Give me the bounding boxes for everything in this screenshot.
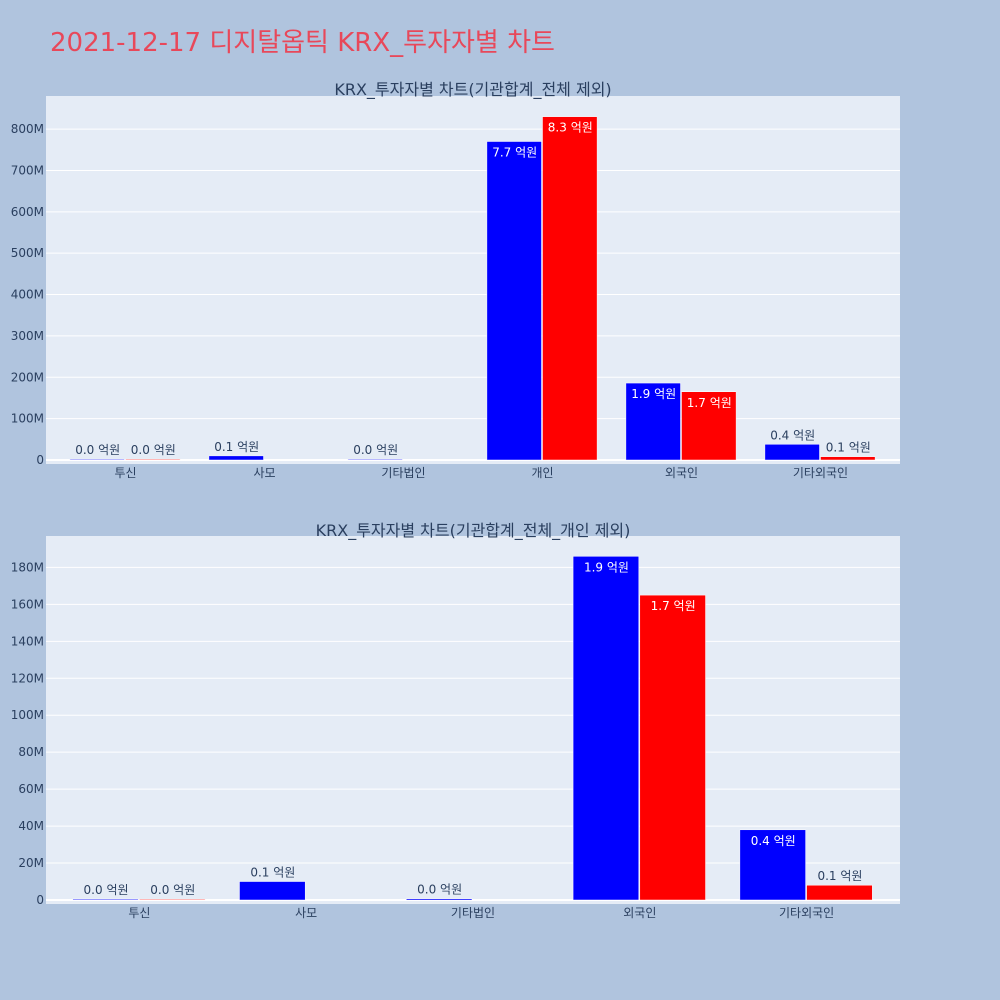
y-tick-label: 60M — [18, 782, 44, 796]
data-label: 1.7 억원 — [651, 599, 696, 613]
plot-area — [46, 96, 900, 464]
data-label: 0.0 억원 — [84, 883, 129, 897]
y-tick-label: 700M — [11, 163, 44, 177]
x-tick-label: 개인 — [531, 466, 553, 480]
y-tick-label: 100M — [11, 708, 44, 722]
bar — [625, 382, 681, 461]
bar — [125, 458, 181, 461]
data-label: 0.1 억원 — [250, 866, 295, 880]
data-label: 0.4 억원 — [770, 428, 815, 442]
bar — [347, 458, 403, 461]
bar — [69, 458, 125, 461]
data-label: 0.0 억원 — [417, 883, 462, 897]
bar — [208, 455, 264, 461]
data-label: 0.0 억원 — [131, 443, 176, 457]
data-label: 0.1 억원 — [826, 441, 871, 455]
x-tick-label: 외국인 — [623, 906, 656, 920]
bar — [639, 594, 706, 901]
chart-institution-individual-excluded: 0 20M 40M 60M 80M 100M 120M 140M 160M 180M KRX_투자자… — [11, 521, 900, 920]
data-label: 0.0 억원 — [353, 443, 398, 457]
chart-institution-excluded: 0 100M 200M 300M 400M 500M 600M 700M 800M KRX_투자자… — [11, 80, 900, 480]
bar — [806, 884, 873, 901]
data-label: 1.7 억원 — [687, 396, 732, 410]
y-tick-label: 20M — [18, 856, 44, 870]
bar — [820, 456, 876, 461]
bar — [72, 898, 139, 901]
x-tick-label: 투신 — [114, 466, 136, 480]
chart-title: KRX_투자자별 차트(기관합계_전체 제외) — [334, 80, 611, 100]
data-label: 7.7 억원 — [492, 146, 537, 160]
y-tick-label: 0 — [36, 893, 44, 907]
bar — [681, 391, 737, 461]
y-tick-label: 0 — [36, 453, 44, 467]
data-label: 0.4 억원 — [751, 834, 796, 848]
y-tick-label: 400M — [11, 288, 44, 302]
y-tick-label: 120M — [11, 671, 44, 685]
chart-title: KRX_투자자별 차트(기관합계_전체_개인 제외) — [316, 521, 631, 541]
bar — [739, 829, 806, 901]
bar — [239, 881, 306, 901]
y-tick-label: 40M — [18, 819, 44, 833]
y-tick-label: 100M — [11, 412, 44, 426]
y-tick-label: 600M — [11, 205, 44, 219]
y-tick-label: 300M — [11, 329, 44, 343]
bar — [486, 141, 542, 461]
bar — [764, 444, 820, 461]
data-label: 1.9 억원 — [631, 387, 676, 401]
data-label: 0.0 억원 — [150, 883, 195, 897]
y-tick-label: 180M — [11, 560, 44, 574]
data-label: 0.1 억원 — [214, 440, 259, 454]
x-tick-label: 기타외국인 — [793, 466, 848, 480]
bar — [572, 556, 640, 901]
y-tick-label: 140M — [11, 634, 44, 648]
y-tick-label: 80M — [18, 745, 44, 759]
bar — [406, 898, 473, 901]
bar — [139, 898, 206, 901]
page-title: 2021-12-17 디지탈옵틱 KRX_투자자별 차트 — [50, 28, 555, 58]
y-tick-label: 200M — [11, 370, 44, 384]
y-tick-label: 160M — [11, 597, 44, 611]
data-label: 8.3 억원 — [548, 121, 593, 135]
x-tick-label: 기타법인 — [451, 906, 495, 920]
data-label: 1.9 억원 — [584, 560, 629, 574]
x-tick-label: 사모 — [253, 466, 275, 480]
x-tick-label: 사모 — [295, 906, 317, 920]
x-tick-label: 외국인 — [665, 466, 698, 480]
x-tick-label: 투신 — [128, 906, 150, 920]
x-tick-label: 기타법인 — [381, 466, 425, 480]
data-label: 0.0 억원 — [75, 443, 120, 457]
y-tick-label: 800M — [11, 122, 44, 136]
data-label: 0.1 억원 — [817, 869, 862, 883]
x-tick-label: 기타외국인 — [779, 906, 834, 920]
bar — [542, 116, 598, 461]
y-tick-label: 500M — [11, 246, 44, 260]
